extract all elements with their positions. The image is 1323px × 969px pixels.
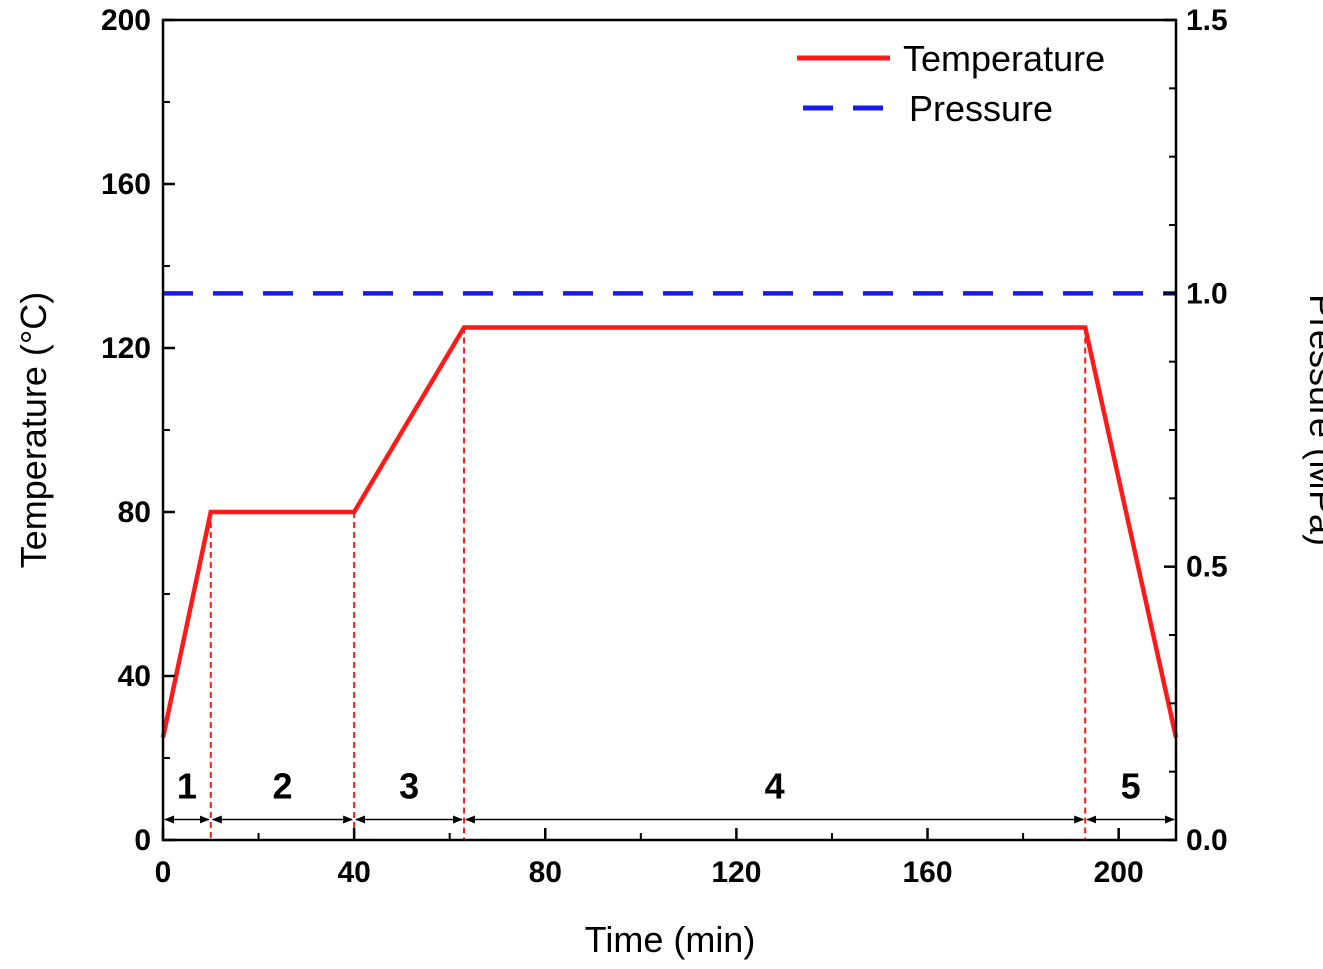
y2-tick-label: 1.0 bbox=[1186, 277, 1228, 310]
x-tick-label: 160 bbox=[902, 856, 952, 889]
axes-layer bbox=[161, 18, 1178, 842]
y-axis-title: Temperature (°C) bbox=[13, 292, 54, 568]
y2-tick-label: 1.5 bbox=[1186, 4, 1228, 37]
stage-label: 2 bbox=[272, 766, 292, 807]
y-tick-label: 120 bbox=[101, 332, 151, 365]
stage-label: 3 bbox=[399, 766, 419, 807]
legend: Temperature Pressure bbox=[797, 38, 1105, 129]
y2-axis-title: Pressure (MPa) bbox=[1302, 294, 1323, 546]
temperature-series-line bbox=[160, 325, 1179, 738]
y-tick-label: 160 bbox=[101, 168, 151, 201]
legend-pressure-label: Pressure bbox=[909, 88, 1053, 129]
x-tick-label: 0 bbox=[155, 856, 172, 889]
stage-label: 5 bbox=[1121, 766, 1141, 807]
y2-tick-label: 0.0 bbox=[1186, 824, 1228, 857]
x-tick-label: 80 bbox=[529, 856, 562, 889]
stage-label: 4 bbox=[765, 766, 785, 807]
x-tick-label: 120 bbox=[711, 856, 761, 889]
y-tick-label: 40 bbox=[118, 660, 151, 693]
stage-layer: 1 2 3 4 5 bbox=[164, 327, 1175, 840]
legend-temperature-label: Temperature bbox=[903, 38, 1105, 79]
y-tick-label: 80 bbox=[118, 496, 151, 529]
stage-label: 1 bbox=[177, 766, 197, 807]
x-tick-label: 40 bbox=[337, 856, 370, 889]
y-tick-label: 200 bbox=[101, 4, 151, 37]
y-tick-label: 0 bbox=[134, 824, 151, 857]
ticks-layer: 0 40 80 120 160 200 0 40 80 120 160 200 0.0 0.5 1.0 1.5 bbox=[101, 4, 1228, 889]
x-axis-title: Time (min) bbox=[585, 919, 756, 960]
x-tick-label: 200 bbox=[1094, 856, 1144, 889]
plot-frame bbox=[161, 18, 1178, 842]
y2-tick-label: 0.5 bbox=[1186, 551, 1228, 584]
series-layer bbox=[160, 291, 1179, 738]
